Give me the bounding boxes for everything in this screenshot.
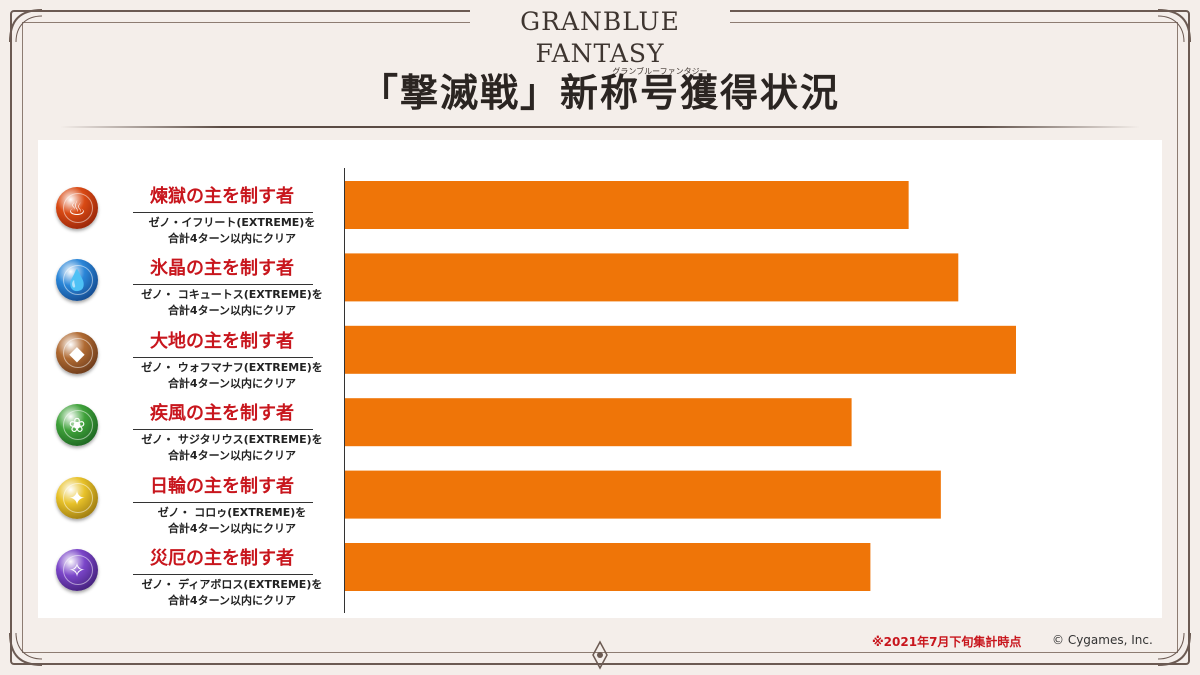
category-title: 煉獄の主を制す者: [150, 186, 294, 207]
condition-line-2: 合計4ターン以内にクリア: [167, 594, 297, 607]
light-emblem-icon: ✦: [56, 476, 98, 519]
category-condition: ゼノ・ コロゥ(EXTREME)を 合計4ターン以内にクリア: [110, 505, 354, 537]
bar-2: [345, 253, 959, 302]
condition-line-1: ゼノ・ ディアボロス(EXTREME)を: [141, 578, 323, 591]
corner-ornament-icon: [9, 9, 43, 43]
fire-emblem-icon: ♨: [56, 187, 98, 229]
condition-line-2: 合計4ターン以内にクリア: [167, 449, 297, 463]
category-row: ✧ 災厄の主を制す者ゼノ・ ディアボロス(EXTREME)を 合計4ターン以内にクリ…: [0, 541, 340, 613]
category-row: ❀ 疾風の主を制す者ゼノ・ サジタリウス(EXTREME)を 合計4ターン以内にクリ…: [0, 396, 340, 468]
emblem-glyph: ✧: [68, 558, 86, 582]
bar-4: [345, 398, 852, 447]
emblem-glyph: ❀: [68, 413, 86, 438]
data-footnote: ※2021年7月下旬集計時点: [872, 635, 1022, 649]
dark-emblem-icon: ✧: [56, 549, 98, 591]
logo-text: GRANBLUE FANTASY: [520, 7, 680, 68]
bottom-ornament-icon: [592, 640, 608, 670]
logo-subtext: グランブルーファンタジー: [612, 67, 708, 76]
category-title: 氷晶の主を制す者: [150, 258, 294, 280]
category-row: ◆ 大地の主を制す者ゼノ・ ウォフマナフ(EXTREME)を 合計4ターン以内にクリ…: [0, 324, 340, 396]
condition-line-2: 合計4ターン以内にクリア: [167, 232, 297, 245]
category-title: 大地の主を制す者: [150, 330, 294, 352]
condition-line-1: ゼノ・イフリート(EXTREME)を: [148, 216, 316, 229]
category-underline: [133, 284, 313, 286]
copyright-notice: © Cygames, Inc.: [1052, 633, 1153, 647]
bar-3: [345, 325, 1016, 374]
bar-5: [345, 470, 941, 519]
emblem-glyph: ✦: [68, 485, 86, 510]
category-title: 日輪の主を制す者: [150, 475, 294, 497]
category-underline: [133, 501, 313, 503]
category-row: 💧 氷晶の主を制す者ゼノ・ コキュートス(EXTREME)を 合計4ターン以内にクリ…: [0, 251, 340, 323]
category-underline: [133, 429, 313, 431]
category-row: ✦ 日輪の主を制す者ゼノ・ コロゥ(EXTREME)を 合計4ターン以内にクリア: [0, 469, 340, 541]
bar-6: [345, 543, 871, 591]
category-title: 疾風の主を制す者: [150, 403, 294, 425]
condition-line-2: 合計4ターン以内にクリア: [167, 376, 297, 390]
game-logo: GRANBLUE FANTASY グランブルーファンタジー: [470, 4, 730, 76]
category-condition: ゼノ・ コキュートス(EXTREME)を 合計4ターン以内にクリア: [110, 287, 354, 319]
category-title: 災厄の主を制す者: [150, 548, 294, 569]
wind-emblem-icon: ❀: [56, 404, 98, 447]
water-emblem-icon: 💧: [56, 259, 98, 302]
emblem-glyph: ◆: [69, 340, 85, 365]
condition-line-1: ゼノ・ サジタリウス(EXTREME)を: [141, 433, 323, 447]
bar-1: [345, 181, 909, 229]
condition-line-1: ゼノ・ コロゥ(EXTREME)を: [157, 505, 307, 519]
earth-emblem-icon: ◆: [56, 331, 98, 374]
condition-line-1: ゼノ・ コキュートス(EXTREME)を: [141, 288, 323, 302]
title-divider: [60, 126, 1140, 128]
emblem-glyph: 💧: [64, 268, 90, 293]
category-underline: [133, 356, 313, 358]
chart-axis-line: [344, 168, 345, 613]
category-underline: [133, 212, 313, 213]
category-underline: [133, 574, 313, 575]
category-row: ♨ 煉獄の主を制す者ゼノ・イフリート(EXTREME)を 合計4ターン以内にクリア: [0, 179, 340, 251]
condition-line-1: ゼノ・ ウォフマナフ(EXTREME)を: [141, 360, 323, 374]
emblem-glyph: ♨: [68, 196, 86, 220]
condition-line-2: 合計4ターン以内にクリア: [167, 521, 297, 535]
corner-ornament-icon: [1157, 9, 1191, 43]
corner-ornament-icon: [1157, 632, 1191, 666]
condition-line-2: 合計4ターン以内にクリア: [167, 304, 297, 318]
category-condition: ゼノ・イフリート(EXTREME)を 合計4ターン以内にクリア: [110, 215, 354, 247]
corner-ornament-icon: [9, 632, 43, 666]
page-title: 「撃滅戦」新称号獲得状況: [359, 71, 840, 115]
category-condition: ゼノ・ サジタリウス(EXTREME)を 合計4ターン以内にクリア: [110, 432, 354, 464]
category-condition: ゼノ・ ウォフマナフ(EXTREME)を 合計4ターン以内にクリア: [110, 360, 354, 392]
category-condition: ゼノ・ ディアボロス(EXTREME)を 合計4ターン以内にクリア: [110, 577, 354, 609]
